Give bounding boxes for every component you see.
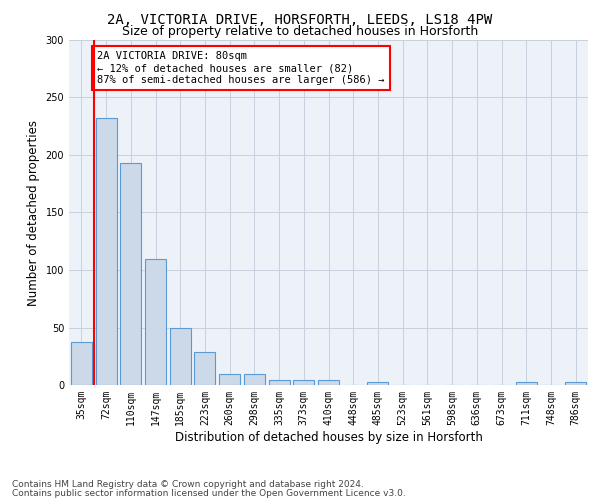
Text: Contains HM Land Registry data © Crown copyright and database right 2024.: Contains HM Land Registry data © Crown c… (12, 480, 364, 489)
Bar (120, 163, 141, 385)
Bar (219, 374, 240, 385)
Text: 2A, VICTORIA DRIVE, HORSFORTH, LEEDS, LS18 4PW: 2A, VICTORIA DRIVE, HORSFORTH, LEEDS, LS… (107, 12, 493, 26)
Text: Size of property relative to detached houses in Horsforth: Size of property relative to detached ho… (122, 25, 478, 38)
Bar (95, 118, 116, 385)
Text: 2A VICTORIA DRIVE: 80sqm
← 12% of detached houses are smaller (82)
87% of semi-d: 2A VICTORIA DRIVE: 80sqm ← 12% of detach… (97, 52, 385, 84)
Y-axis label: Number of detached properties: Number of detached properties (27, 120, 40, 306)
Bar (367, 382, 388, 385)
Bar (318, 380, 339, 385)
Bar (71, 342, 92, 385)
Text: Contains public sector information licensed under the Open Government Licence v3: Contains public sector information licen… (12, 489, 406, 498)
Bar (170, 328, 191, 385)
Bar (565, 382, 586, 385)
Bar (244, 374, 265, 385)
X-axis label: Distribution of detached houses by size in Horsforth: Distribution of detached houses by size … (175, 430, 482, 444)
Bar (194, 352, 215, 385)
Bar (145, 258, 166, 385)
Bar (516, 382, 537, 385)
Bar (293, 380, 314, 385)
Bar (269, 380, 290, 385)
